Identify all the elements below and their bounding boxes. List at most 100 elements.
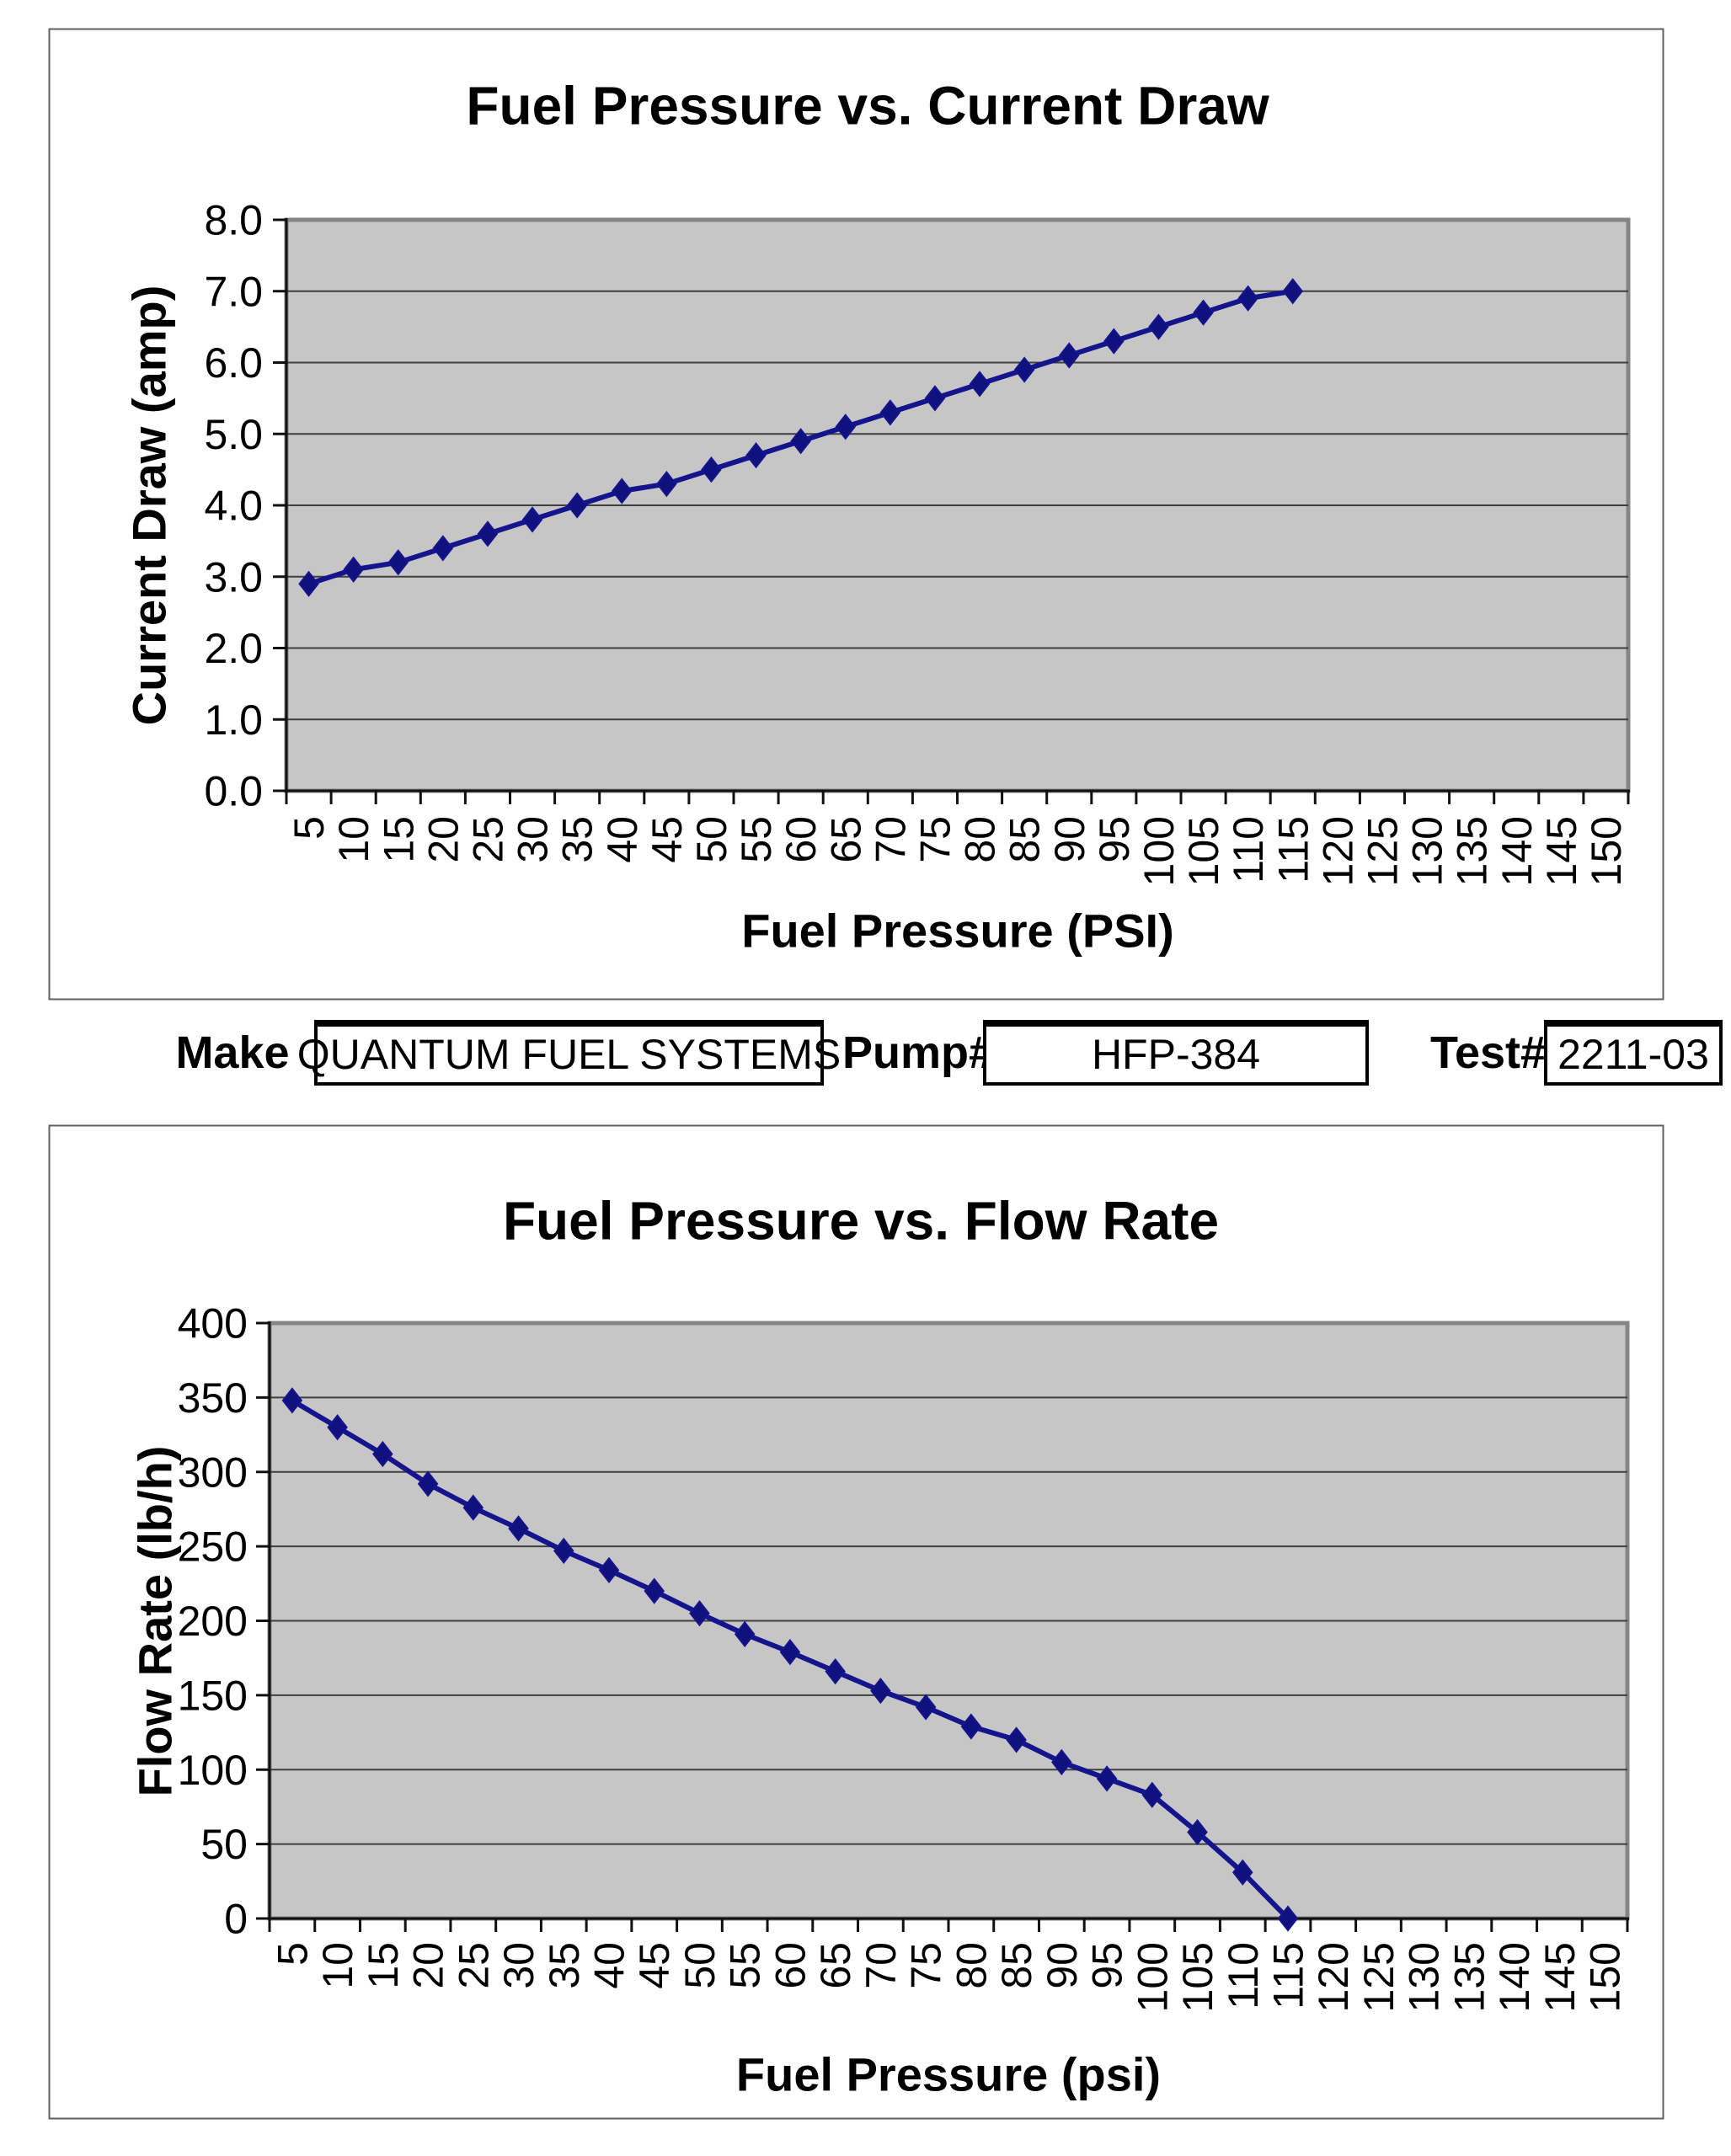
x-tick-label: 45	[644, 816, 691, 863]
chart-frame-border	[48, 28, 1664, 1001]
data-point-marker	[870, 1677, 891, 1705]
x-tick-label: 135	[1445, 1942, 1493, 2012]
y-tick-label: 0	[224, 1896, 248, 1943]
data-point-marker	[644, 1577, 665, 1604]
data-point-marker	[343, 556, 364, 583]
x-tick-label: 100	[1135, 816, 1183, 886]
data-point-marker	[387, 549, 409, 576]
data-point-marker	[521, 506, 543, 533]
x-tick-label: 35	[541, 1942, 588, 1989]
x-tick-label: 85	[1002, 816, 1049, 863]
data-point-marker	[1051, 1748, 1072, 1776]
x-tick-label: 130	[1401, 1942, 1448, 2012]
y-tick-label: 4.0	[204, 483, 263, 530]
x-tick-label: 145	[1538, 816, 1585, 886]
x-tick-label: 95	[1084, 1942, 1131, 1989]
flow-rate-chart-svg: 0 50 100 150 200 250 300 350 400 5101520253035404…	[48, 1124, 1664, 2120]
y-tick-label: 5.0	[204, 411, 263, 458]
x-tick-label: 15	[360, 1942, 407, 1989]
chart-title: Fuel Pressure vs. Current Draw	[466, 75, 1269, 136]
y-tick-label: 150	[178, 1672, 248, 1719]
make-value-box: QUANTUM FUEL SYSTEMS	[297, 1020, 841, 1086]
x-tick-label: 140	[1493, 816, 1541, 886]
y-tick-label: 3.0	[204, 553, 263, 600]
data-point-marker	[1148, 313, 1169, 340]
data-point-marker	[745, 442, 767, 469]
x-tick-label: 150	[1583, 816, 1630, 886]
data-point-marker	[611, 478, 633, 504]
make-label: Make	[175, 1027, 290, 1078]
test-number-label: Test#	[1430, 1027, 1547, 1078]
x-tick-label: 25	[450, 1942, 497, 1989]
data-point-marker	[656, 470, 677, 498]
x-tick-label: 100	[1129, 1942, 1176, 2012]
data-point-marker	[689, 1600, 710, 1627]
x-tick-label: 125	[1355, 1942, 1402, 2012]
current-draw-chart: 0.0 1.0 2.0 3.0 4.0 5.0 6.0 7.0 8.0 5 10 15 20 25 30 35…	[48, 28, 1664, 1001]
data-point-marker	[1231, 1859, 1253, 1886]
data-point-marker	[462, 1494, 484, 1521]
x-tick-label: 75	[911, 816, 959, 863]
x-tick-label: 10	[330, 816, 377, 863]
pump-number-value-box: HFP-384	[983, 1020, 1369, 1086]
x-tick-label: 75	[903, 1942, 950, 1989]
x-axis-title: Fuel Pressure (psi)	[736, 2048, 1161, 2101]
x-tick-label: 25	[464, 816, 511, 863]
data-point-marker	[281, 1387, 303, 1414]
data-point-marker	[1013, 356, 1035, 383]
data-point-marker	[1006, 1726, 1027, 1753]
x-tick-label: 65	[812, 1942, 859, 1989]
data-point-marker	[779, 1638, 801, 1666]
x-tick-label: 80	[957, 816, 1004, 863]
x-tick-label: 105	[1180, 816, 1227, 886]
data-point-marker	[327, 1414, 348, 1441]
x-tick-label: 110	[1225, 816, 1272, 883]
data-point-marker	[298, 570, 319, 597]
data-point-marker	[1058, 342, 1080, 369]
y-tick-label: 7.0	[204, 268, 263, 315]
y-axis-title: Flow Rate (lb/h)	[129, 1446, 182, 1797]
flow-rate-chart: 0 50 100 150 200 250 300 350 400 5 10 15 20 25 30 35 40 4…	[48, 1124, 1664, 2120]
x-tick-label: 15	[375, 816, 422, 863]
x-tick-label: 105	[1174, 1942, 1221, 2012]
data-point-marker	[1193, 299, 1214, 326]
data-point-marker	[1282, 278, 1304, 305]
x-tick-label: 50	[688, 816, 735, 863]
y-tick-label: 300	[178, 1449, 248, 1496]
data-point-marker	[1096, 1765, 1118, 1792]
x-tick-label: 30	[510, 816, 557, 863]
data-point-marker	[432, 535, 454, 562]
x-tick-label: 65	[822, 816, 869, 863]
x-tick-label: 55	[722, 1942, 769, 1989]
y-tick-label: 0.0	[204, 768, 263, 815]
x-tick-label: 140	[1491, 1942, 1538, 2012]
y-axis-title: Current Draw (amp)	[123, 286, 176, 726]
data-point-marker	[598, 1556, 620, 1584]
chart-title: Fuel Pressure vs. Flow Rate	[503, 1190, 1219, 1251]
data-point-marker	[915, 1694, 937, 1721]
data-point-marker	[734, 1620, 756, 1648]
x-tick-label: 70	[867, 816, 914, 863]
x-tick-label: 10	[314, 1942, 361, 1989]
y-tick-label: 8.0	[204, 197, 263, 244]
data-point-marker	[417, 1470, 439, 1497]
x-tick-label: 145	[1536, 1942, 1584, 2012]
x-tick-label: 115	[1265, 1942, 1312, 2009]
y-tick-label: 250	[178, 1524, 248, 1571]
x-tick-label: 55	[733, 816, 780, 863]
x-tick-label: 90	[1046, 816, 1093, 863]
x-tick-label: 40	[586, 1942, 633, 1989]
chart-frame-border	[48, 1124, 1664, 2120]
x-tick-label: 5	[269, 1942, 316, 1966]
make-value: QUANTUM FUEL SYSTEMS	[297, 1031, 841, 1078]
data-point-marker	[508, 1515, 529, 1542]
data-point-marker	[1141, 1781, 1163, 1808]
y-tick-label: 400	[178, 1300, 248, 1348]
test-number-value-box: 2211-03	[1544, 1020, 1723, 1086]
current-draw-chart-svg: 0.0 1.0 2.0 3.0 4.0 5.0 6.0 7.0 8.0 5101520253035…	[48, 28, 1664, 1001]
pump-number-label: Pump#	[842, 1027, 995, 1078]
x-tick-label: 70	[857, 1942, 905, 1989]
x-tick-label: 60	[777, 816, 825, 863]
y-tick-label: 50	[200, 1821, 248, 1868]
